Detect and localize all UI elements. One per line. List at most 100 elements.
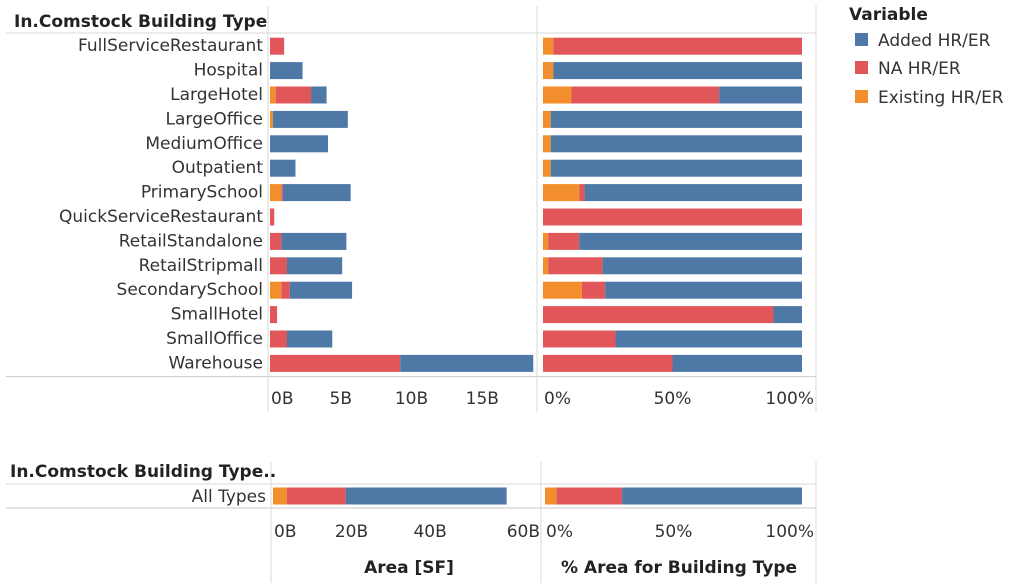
bar-percent-largehotel-added-hr-er <box>719 86 802 104</box>
summary-tick-area-1: 20B <box>335 522 368 542</box>
category-label-hospital: Hospital <box>194 61 263 81</box>
category-label-secondaryschool: SecondarySchool <box>117 280 263 300</box>
tick-percent-0: 0% <box>544 389 571 409</box>
bar-area-warehouse-added-hr-er <box>400 354 534 372</box>
summary-bar-area-na-hr-er <box>286 487 346 505</box>
bar-percent-smallhotel-na-hr-er <box>543 306 774 324</box>
bar-percent-mediumoffice-existing-hr-er <box>543 135 551 153</box>
bar-percent-primaryschool-existing-hr-er <box>543 184 580 202</box>
bar-percent-retailstandalone-existing-hr-er <box>543 232 549 250</box>
bar-percent-retailstandalone-na-hr-er <box>548 232 580 250</box>
bar-percent-secondaryschool-na-hr-er <box>581 281 606 299</box>
bar-area-largehotel-na-hr-er <box>275 86 312 104</box>
legend-item-existing[interactable]: Existing HR/ER <box>855 88 1004 108</box>
summary-bar-area-existing-hr-er <box>273 487 287 505</box>
bar-percent-largeoffice-added-hr-er <box>550 110 802 128</box>
bar-percent-fullservicerestaurant-existing-hr-er <box>543 37 554 55</box>
bar-marks <box>270 37 802 505</box>
bar-area-outpatient-added-hr-er <box>270 159 296 177</box>
bar-percent-retailstandalone-added-hr-er <box>579 232 802 250</box>
bar-area-largehotel-existing-hr-er <box>270 86 276 104</box>
category-label-smallhotel: SmallHotel <box>171 305 263 325</box>
category-labels: FullServiceRestaurant Hospital LargeHotel L… <box>59 36 266 507</box>
summary-bar-percent-added-hr-er <box>622 487 802 505</box>
bar-percent-largehotel-existing-hr-er <box>543 86 572 104</box>
bar-area-primaryschool-added-hr-er <box>282 184 351 202</box>
legend-title: Variable <box>849 5 928 25</box>
category-label-outpatient: Outpatient <box>172 158 264 178</box>
tick-area-1: 5B <box>330 389 352 409</box>
bar-percent-secondaryschool-existing-hr-er <box>543 281 582 299</box>
category-label-smalloffice: SmallOffice <box>166 329 263 349</box>
bar-percent-retailstripmall-na-hr-er <box>548 257 603 275</box>
category-label-quickservicerestaurant: QuickServiceRestaurant <box>59 207 263 227</box>
summary-row-header-title: In.Comstock Building Type.. <box>10 462 276 482</box>
bar-percent-smallhotel-added-hr-er <box>773 306 802 324</box>
bar-area-smallhotel-na-hr-er <box>270 306 278 324</box>
bar-percent-retailstripmall-added-hr-er <box>602 257 802 275</box>
bar-area-quickservicerestaurant-na-hr-er <box>270 208 275 226</box>
summary-tick-percent-2: 100% <box>765 522 814 542</box>
bar-percent-mediumoffice-added-hr-er <box>550 135 802 153</box>
tick-area-0: 0B <box>271 389 293 409</box>
bar-percent-warehouse-added-hr-er <box>672 354 802 372</box>
bar-percent-primaryschool-added-hr-er <box>584 184 802 202</box>
bar-percent-primaryschool-na-hr-er <box>579 184 585 202</box>
bar-percent-outpatient-existing-hr-er <box>543 159 551 177</box>
axis-ticks: 0B 5B 10B 15B 0% 50% 100% 0B 20B 40B 60B 0% 50% 100% <box>271 389 814 542</box>
bar-area-retailstripmall-added-hr-er <box>286 257 343 275</box>
bar-area-retailstandalone-na-hr-er <box>270 232 282 250</box>
area-axis-title: Area [SF] <box>364 558 454 578</box>
summary-tick-percent-1: 50% <box>655 522 693 542</box>
bar-percent-retailstripmall-existing-hr-er <box>543 257 549 275</box>
bar-area-largeoffice-existing-hr-er <box>270 110 273 128</box>
tick-percent-1: 50% <box>654 389 692 409</box>
legend-item-added[interactable]: Added HR/ER <box>855 31 991 51</box>
bar-percent-quickservicerestaurant-na-hr-er <box>543 208 802 226</box>
bar-area-mediumoffice-added-hr-er <box>270 135 329 153</box>
bar-percent-outpatient-added-hr-er <box>550 159 802 177</box>
bar-area-smalloffice-added-hr-er <box>286 330 333 348</box>
category-label-mediumoffice: MediumOffice <box>145 134 263 154</box>
legend-item-na[interactable]: NA HR/ER <box>855 59 961 79</box>
summary-tick-area-0: 0B <box>274 522 296 542</box>
category-label-fullservicerestaurant: FullServiceRestaurant <box>78 36 263 56</box>
bar-area-retailstripmall-na-hr-er <box>270 257 287 275</box>
category-label-largehotel: LargeHotel <box>170 85 263 105</box>
chart-frame <box>6 6 817 583</box>
legend-label-na: NA HR/ER <box>878 59 961 79</box>
bar-area-secondaryschool-existing-hr-er <box>270 281 282 299</box>
summary-tick-area-3: 60B <box>507 522 540 542</box>
bar-area-primaryschool-existing-hr-er <box>270 184 282 202</box>
summary-category-label: All Types <box>192 487 267 507</box>
bar-percent-warehouse-na-hr-er <box>543 354 673 372</box>
tick-area-2: 10B <box>395 389 428 409</box>
bar-area-largeoffice-added-hr-er <box>272 110 348 128</box>
bar-percent-hospital-existing-hr-er <box>543 62 554 80</box>
summary-bar-area-added-hr-er <box>345 487 507 505</box>
category-label-warehouse: Warehouse <box>169 353 263 373</box>
tick-area-3: 15B <box>466 389 499 409</box>
summary-tick-area-2: 40B <box>413 522 446 542</box>
legend-swatch-added <box>855 33 868 46</box>
legend-swatch-na <box>855 61 868 74</box>
bar-percent-secondaryschool-added-hr-er <box>605 281 802 299</box>
legend-label-added: Added HR/ER <box>878 31 991 51</box>
bar-area-secondaryschool-na-hr-er <box>281 281 290 299</box>
percent-axis-title: % Area for Building Type <box>561 558 797 578</box>
category-label-primaryschool: PrimarySchool <box>141 183 263 203</box>
bar-percent-hospital-added-hr-er <box>553 62 802 80</box>
bar-area-retailstandalone-added-hr-er <box>281 232 347 250</box>
tick-percent-2: 100% <box>765 389 814 409</box>
bar-area-warehouse-na-hr-er <box>270 354 401 372</box>
summary-bar-percent-existing-hr-er <box>545 487 557 505</box>
bar-percent-fullservicerestaurant-na-hr-er <box>553 37 802 55</box>
summary-tick-percent-0: 0% <box>546 522 573 542</box>
category-label-largeoffice: LargeOffice <box>166 109 263 129</box>
bar-area-largehotel-added-hr-er <box>311 86 327 104</box>
category-label-retailstandalone: RetailStandalone <box>119 231 263 251</box>
bar-percent-largeoffice-existing-hr-er <box>543 110 551 128</box>
bar-area-smalloffice-na-hr-er <box>270 330 287 348</box>
bar-area-secondaryschool-added-hr-er <box>289 281 353 299</box>
